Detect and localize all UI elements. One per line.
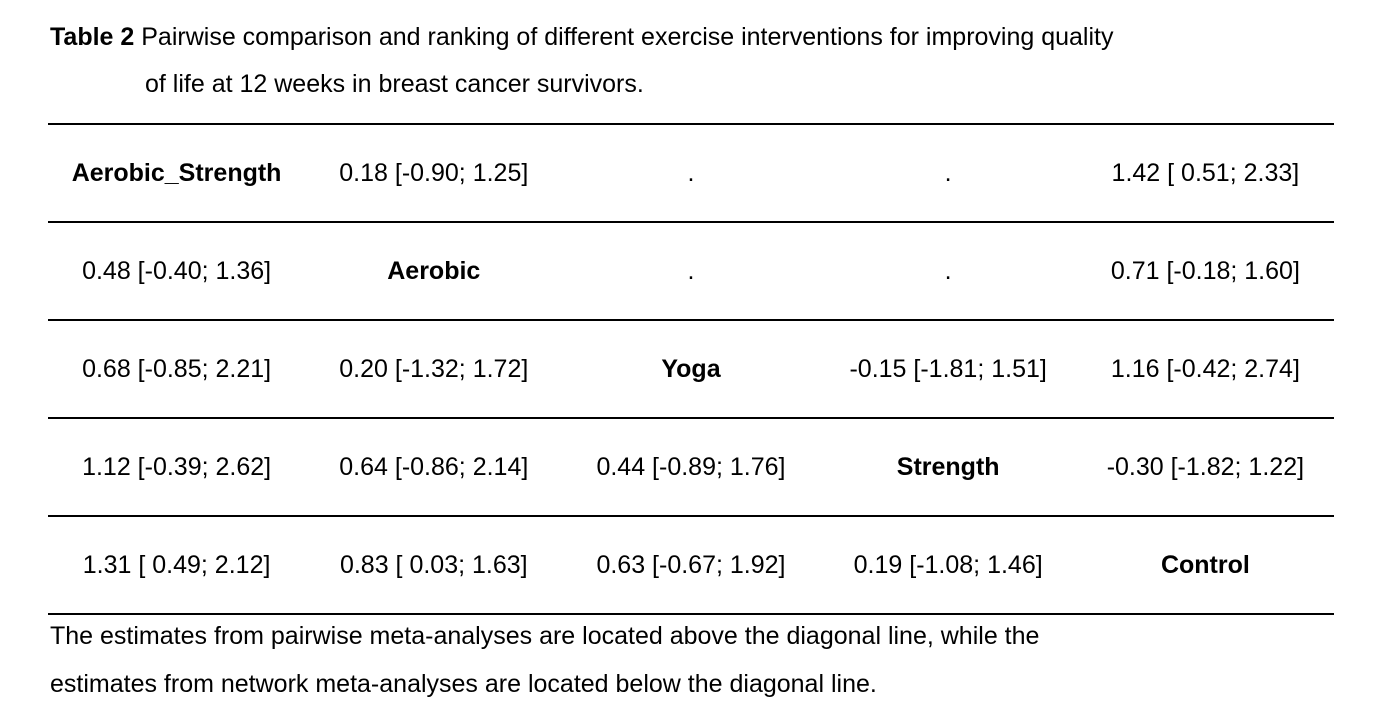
effect-estimate-cell: 0.48 [-0.40; 1.36] [48,222,306,321]
league-table: Aerobic_Strength 0.18 [-0.90; 1.25].. 1.42… [48,123,1334,615]
treatment-label-cell: Strength [819,418,1077,517]
caption-line-2: of life at 12 weeks in breast cancer sur… [145,70,644,98]
effect-estimate-cell: 0.64 [-0.86; 2.14] [305,418,563,517]
table-row: Aerobic_Strength 0.18 [-0.90; 1.25].. 1.42… [48,123,1334,223]
effect-estimate-cell: 1.42 [ 0.51; 2.33] [1076,123,1334,223]
effect-estimate-cell: -0.15 [-1.81; 1.51] [819,320,1077,419]
caption-line-1: Table 2 Pairwise comparison and ranking … [50,14,1114,61]
effect-estimate-cell: 0.71 [-0.18; 1.60] [1076,222,1334,321]
treatment-label-cell: Control [1076,516,1334,615]
effect-estimate-cell: -0.30 [-1.82; 1.22] [1076,418,1334,517]
table-row: 0.68 [-0.85; 2.21] 0.20 [-1.32; 1.72] Yoga… [48,320,1334,419]
effect-estimate-cell: 0.19 [-1.08; 1.46] [819,516,1077,615]
effect-estimate-cell: 0.20 [-1.32; 1.72] [305,320,563,419]
effect-estimate-cell: 0.83 [ 0.03; 1.63] [305,516,563,615]
effect-estimate-cell: 1.16 [-0.42; 2.74] [1076,320,1334,419]
table-caption: Table 2 Pairwise comparison and ranking … [50,14,1114,108]
effect-estimate-cell: 1.31 [ 0.49; 2.12] [48,516,306,615]
treatment-label-cell: Aerobic_Strength [48,123,306,223]
empty-comparison-cell: . [819,222,1077,321]
treatment-label-cell: Yoga [562,320,820,419]
table-footnote: The estimates from pairwise meta-analyse… [50,612,1039,708]
footnote-line-2: estimates from network meta-analyses are… [50,670,877,698]
effect-estimate-cell: 1.12 [-0.39; 2.62] [48,418,306,517]
effect-estimate-cell: 0.63 [-0.67; 1.92] [562,516,820,615]
empty-comparison-cell: . [819,123,1077,223]
treatment-label-cell: Aerobic [305,222,563,321]
empty-comparison-cell: . [562,123,820,223]
effect-estimate-cell: 0.18 [-0.90; 1.25] [305,123,563,223]
table-row: 0.48 [-0.40; 1.36] Aerobic.. 0.71 [-0.18; … [48,222,1334,321]
effect-estimate-cell: 0.68 [-0.85; 2.21] [48,320,306,419]
footnote-line-1: The estimates from pairwise meta-analyse… [50,622,1040,650]
empty-comparison-cell: . [562,222,820,321]
effect-estimate-cell: 0.44 [-0.89; 1.76] [562,418,820,517]
table-row: 1.12 [-0.39; 2.62] 0.64 [-0.86; 2.14] 0.44… [48,418,1334,517]
table-label: Table 2 [50,23,135,51]
caption-text: Pairwise comparison and ranking of diffe… [141,23,1114,51]
table-row: 1.31 [ 0.49; 2.12] 0.83 [ 0.03; 1.63] 0.63… [48,516,1334,615]
